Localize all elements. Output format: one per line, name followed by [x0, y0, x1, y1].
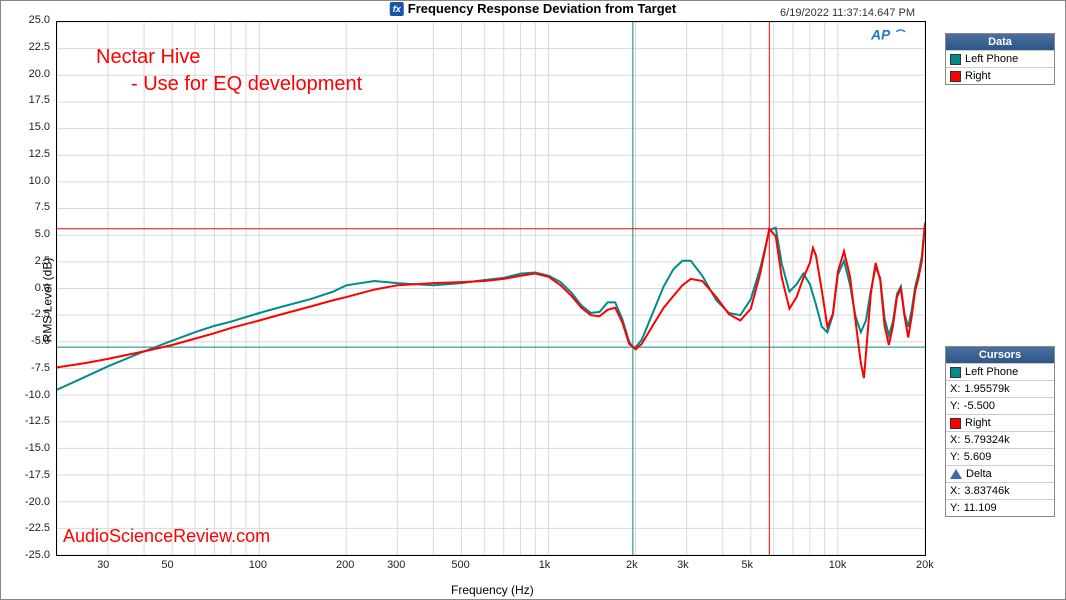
- y-tick: -15.0: [25, 442, 50, 454]
- cursors-header: Cursors: [946, 347, 1054, 363]
- y-tick: 10.0: [29, 175, 50, 187]
- swatch-left: [950, 54, 961, 65]
- cursor-left-y: Y:-5.500: [946, 397, 1054, 414]
- plot-area[interactable]: [56, 21, 926, 556]
- legend-item-left[interactable]: Left Phone: [946, 50, 1054, 67]
- y-tick: 20.0: [29, 68, 50, 80]
- y-tick: -2.5: [31, 308, 50, 320]
- x-tick: 200: [336, 559, 354, 571]
- y-tick: 17.5: [29, 94, 50, 106]
- cursor-swatch-left: [950, 367, 961, 378]
- timestamp: 6/19/2022 11:37:14.647 PM: [780, 7, 915, 19]
- y-tick: 12.5: [29, 148, 50, 160]
- fx-icon: fx: [390, 2, 404, 16]
- y-tick: -5.0: [31, 335, 50, 347]
- cursor-left-label-row[interactable]: Left Phone: [946, 363, 1054, 380]
- y-axis-label: RMS Level (dB): [40, 258, 54, 343]
- y-tick: 7.5: [35, 201, 50, 213]
- delta-icon: [950, 469, 962, 479]
- x-tick: 1k: [539, 559, 551, 571]
- x-tick: 300: [387, 559, 405, 571]
- cursor-right-x: X:5.79324k: [946, 431, 1054, 448]
- y-tick: 0.0: [35, 282, 50, 294]
- plot-svg: [57, 22, 925, 555]
- x-axis-label: Frequency (Hz): [451, 583, 534, 597]
- legend-item-right[interactable]: Right: [946, 67, 1054, 84]
- legend-label-left: Left Phone: [965, 53, 1018, 65]
- x-tick: 10k: [829, 559, 847, 571]
- cursor-left-x: X:1.95579k: [946, 380, 1054, 397]
- y-tick: -22.5: [25, 522, 50, 534]
- x-tick: 20k: [916, 559, 934, 571]
- svg-text:AP: AP: [871, 26, 891, 42]
- y-tick: -7.5: [31, 362, 50, 374]
- x-tick: 500: [451, 559, 469, 571]
- y-tick: -25.0: [25, 549, 50, 561]
- y-tick: 15.0: [29, 121, 50, 133]
- watermark: AudioScienceReview.com: [63, 526, 270, 547]
- chart-title: Frequency Response Deviation from Target: [408, 1, 677, 16]
- cursor-right-label-row[interactable]: Right: [946, 414, 1054, 431]
- y-tick: 25.0: [29, 14, 50, 26]
- swatch-right: [950, 71, 961, 82]
- y-tick: 2.5: [35, 255, 50, 267]
- legend-label-right: Right: [965, 70, 991, 82]
- y-tick: 22.5: [29, 41, 50, 53]
- x-tick: 50: [161, 559, 173, 571]
- y-tick: -10.0: [25, 389, 50, 401]
- x-tick: 30: [97, 559, 109, 571]
- y-tick: -17.5: [25, 469, 50, 481]
- legend-panel: Data Left Phone Right: [945, 33, 1055, 85]
- cursor-swatch-right: [950, 418, 961, 429]
- annotation-subtitle: - Use for EQ development: [131, 73, 362, 96]
- cursor-right-label: Right: [965, 417, 991, 429]
- annotation-title: Nectar Hive: [96, 46, 200, 69]
- x-tick: 100: [249, 559, 267, 571]
- cursor-left-label: Left Phone: [965, 366, 1018, 378]
- ap-logo: AP: [871, 25, 909, 50]
- cursors-panel: Cursors Left Phone X:1.95579k Y:-5.500 R…: [945, 346, 1055, 517]
- x-tick: 5k: [741, 559, 753, 571]
- x-tick: 3k: [677, 559, 689, 571]
- y-tick: -12.5: [25, 415, 50, 427]
- legend-header: Data: [946, 34, 1054, 50]
- x-tick: 2k: [626, 559, 638, 571]
- cursor-right-y: Y:5.609: [946, 448, 1054, 465]
- cursor-delta-label-row: Delta: [946, 465, 1054, 482]
- y-tick: 5.0: [35, 228, 50, 240]
- y-tick: -20.0: [25, 496, 50, 508]
- chart-frame: fx Frequency Response Deviation from Tar…: [0, 0, 1066, 600]
- cursor-delta-x: X:3.83746k: [946, 482, 1054, 499]
- cursor-delta-y: Y:11.109: [946, 499, 1054, 516]
- cursor-delta-label: Delta: [966, 468, 992, 480]
- chart-title-bar: fx Frequency Response Deviation from Tar…: [384, 1, 683, 16]
